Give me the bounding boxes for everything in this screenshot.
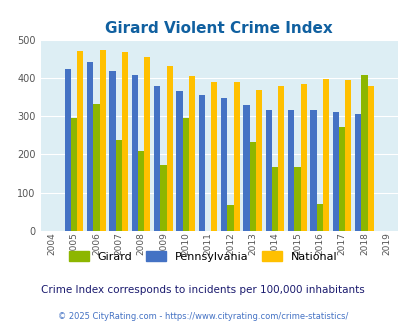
Bar [93,104,99,231]
Title: Girard Violent Crime Index: Girard Violent Crime Index [105,21,332,36]
Bar [220,98,227,231]
Bar [188,76,195,231]
Bar [109,71,115,231]
Bar [64,69,71,231]
Bar [182,118,188,231]
Bar [153,85,160,231]
Bar [271,167,277,231]
Bar [131,75,138,231]
Legend: Girard, Pennsylvania, National: Girard, Pennsylvania, National [64,247,341,266]
Bar [322,79,328,231]
Bar [99,50,106,231]
Bar [138,151,144,231]
Bar [332,112,338,231]
Bar [166,66,173,231]
Bar [300,84,306,231]
Bar [367,85,373,231]
Text: Crime Index corresponds to incidents per 100,000 inhabitants: Crime Index corresponds to incidents per… [41,285,364,295]
Bar [233,82,239,231]
Bar [309,111,316,231]
Bar [287,111,294,231]
Bar [243,106,249,231]
Bar [227,205,233,231]
Bar [338,127,344,231]
Text: © 2025 CityRating.com - https://www.cityrating.com/crime-statistics/: © 2025 CityRating.com - https://www.city… [58,312,347,321]
Bar [211,82,217,231]
Bar [122,52,128,231]
Bar [144,57,150,231]
Bar [176,91,182,231]
Bar [265,111,271,231]
Bar [294,167,300,231]
Bar [198,95,205,231]
Bar [71,118,77,231]
Bar [160,165,166,231]
Bar [249,142,255,231]
Bar [316,204,322,231]
Bar [344,80,351,231]
Bar [360,75,367,231]
Bar [87,62,93,231]
Bar [255,90,262,231]
Bar [115,140,122,231]
Bar [277,86,284,231]
Bar [354,114,360,231]
Bar [77,51,83,231]
